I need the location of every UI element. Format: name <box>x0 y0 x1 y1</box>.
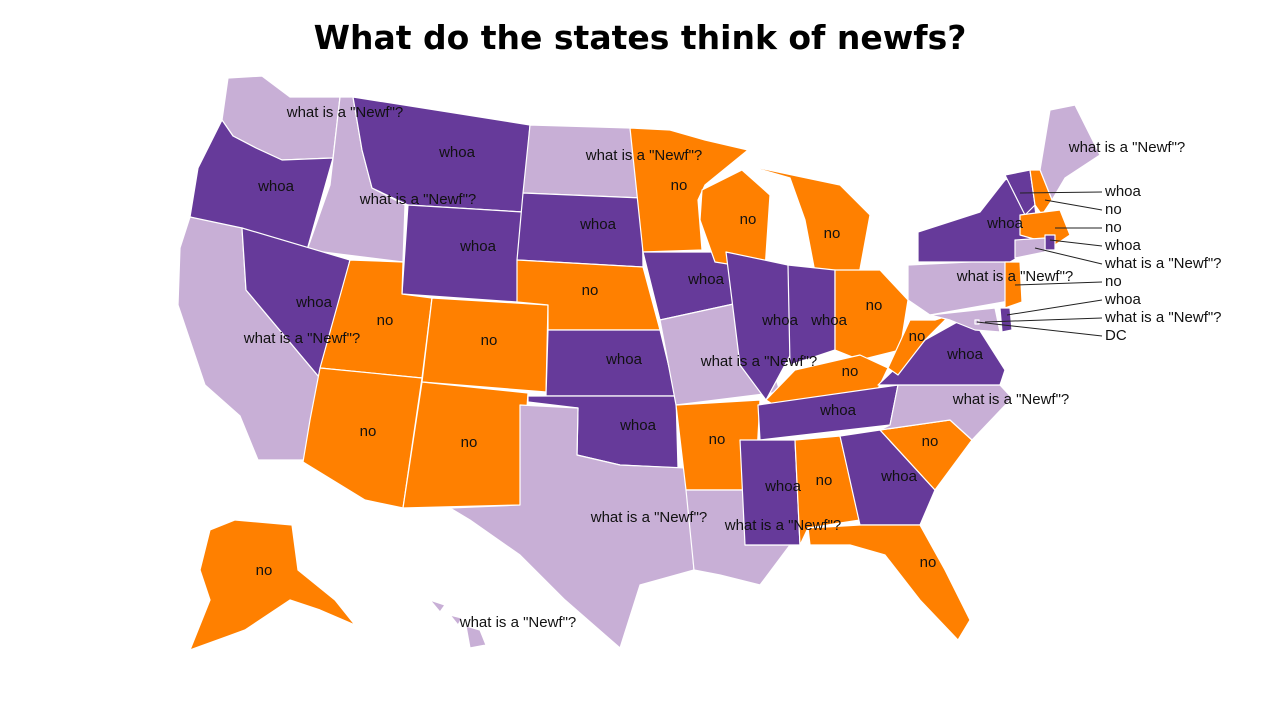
state-label-tn: whoa <box>819 402 857 419</box>
callout-label-md: what is a "Newf"? <box>1104 309 1222 326</box>
state-ga <box>839 429 936 526</box>
state-shapes <box>177 75 1101 651</box>
state-label-nc: what is a "Newf"? <box>952 391 1070 408</box>
state-label-tx: what is a "Newf"? <box>590 509 708 526</box>
callout-line-md <box>984 317 1103 323</box>
state-label-in: whoa <box>810 312 848 329</box>
state-az <box>302 367 423 509</box>
state-label-va: whoa <box>946 346 984 363</box>
state-label-fl: no <box>920 554 937 571</box>
state-fl <box>807 524 971 641</box>
state-label-nv: whoa <box>295 294 333 311</box>
state-label-ca: what is a "Newf"? <box>243 330 361 347</box>
state-ak <box>189 519 356 651</box>
callout-line-de <box>1006 299 1103 316</box>
state-label-la: what is a "Newf"? <box>724 517 842 534</box>
state-ri <box>1044 234 1056 251</box>
state-label-hi: what is a "Newf"? <box>459 614 577 631</box>
state-label-mo: what is a "Newf"? <box>700 353 818 370</box>
state-label-me: what is a "Newf"? <box>1068 139 1186 156</box>
state-label-wa: what is a "Newf"? <box>286 104 404 121</box>
state-label-ky: no <box>842 363 859 380</box>
callout-line-nh <box>1044 199 1103 211</box>
state-il <box>725 251 794 401</box>
state-ma <box>1019 209 1071 246</box>
state-label-ny: whoa <box>986 215 1024 232</box>
state-label-ia: whoa <box>687 271 725 288</box>
state-tx <box>449 404 695 649</box>
state-label-ks: whoa <box>605 351 643 368</box>
state-label-ne: no <box>582 282 599 299</box>
callout-label-de: whoa <box>1104 291 1142 308</box>
callout-label-nh: no <box>1105 201 1122 218</box>
state-ny <box>917 169 1041 263</box>
callout-label-vt: whoa <box>1104 183 1142 200</box>
map-title: What do the states think of newfs? <box>313 18 967 57</box>
callout-label-ct: what is a "Newf"? <box>1104 255 1222 272</box>
state-label-wv: no <box>909 328 926 345</box>
state-label-mn: no <box>671 177 688 194</box>
state-label-ms: whoa <box>764 478 802 495</box>
callout-label-ma: no <box>1105 219 1122 236</box>
state-label-al: no <box>816 472 833 489</box>
state-label-ut: no <box>377 312 394 329</box>
state-nj <box>1004 261 1023 309</box>
state-label-nm: no <box>461 434 478 451</box>
state-mn <box>629 127 749 253</box>
state-label-sc: no <box>922 433 939 450</box>
state-label-ok: whoa <box>619 417 657 434</box>
state-label-oh: no <box>866 297 883 314</box>
state-label-ak: no <box>256 562 273 579</box>
state-label-az: no <box>360 423 377 440</box>
callout-line-nj <box>1014 281 1103 286</box>
callout-line-ct <box>1034 247 1103 265</box>
state-label-mi: no <box>824 225 841 242</box>
state-label-nd: what is a "Newf"? <box>585 147 703 164</box>
callout-label-dc: DC <box>1105 327 1127 344</box>
callout-label-ri: whoa <box>1104 237 1142 254</box>
state-label-ga: whoa <box>880 468 918 485</box>
state-de <box>999 307 1013 333</box>
state-hi <box>429 599 487 649</box>
state-label-wi: no <box>740 211 757 228</box>
callout-label-nj: no <box>1105 273 1122 290</box>
state-label-mt: whoa <box>438 144 476 161</box>
state-label-ar: no <box>709 431 726 448</box>
state-label-sd: whoa <box>579 216 617 233</box>
state-label-or: whoa <box>257 178 295 195</box>
callout-line-dc <box>976 321 1103 337</box>
state-ct <box>1014 237 1046 259</box>
state-label-il: whoa <box>761 312 799 329</box>
state-md <box>929 307 1001 333</box>
state-label-id: what is a "Newf"? <box>359 191 477 208</box>
state-labels: what is a "Newf"? whoa what is a "Newf"? wh… <box>243 104 1186 631</box>
state-label-wy: whoa <box>459 238 497 255</box>
state-al <box>794 435 861 546</box>
callout-line-vt <box>1019 191 1103 194</box>
state-label-pa: what is a "Newf"? <box>956 268 1074 285</box>
callout-line-ri <box>1049 239 1103 247</box>
state-label-co: no <box>481 332 498 349</box>
